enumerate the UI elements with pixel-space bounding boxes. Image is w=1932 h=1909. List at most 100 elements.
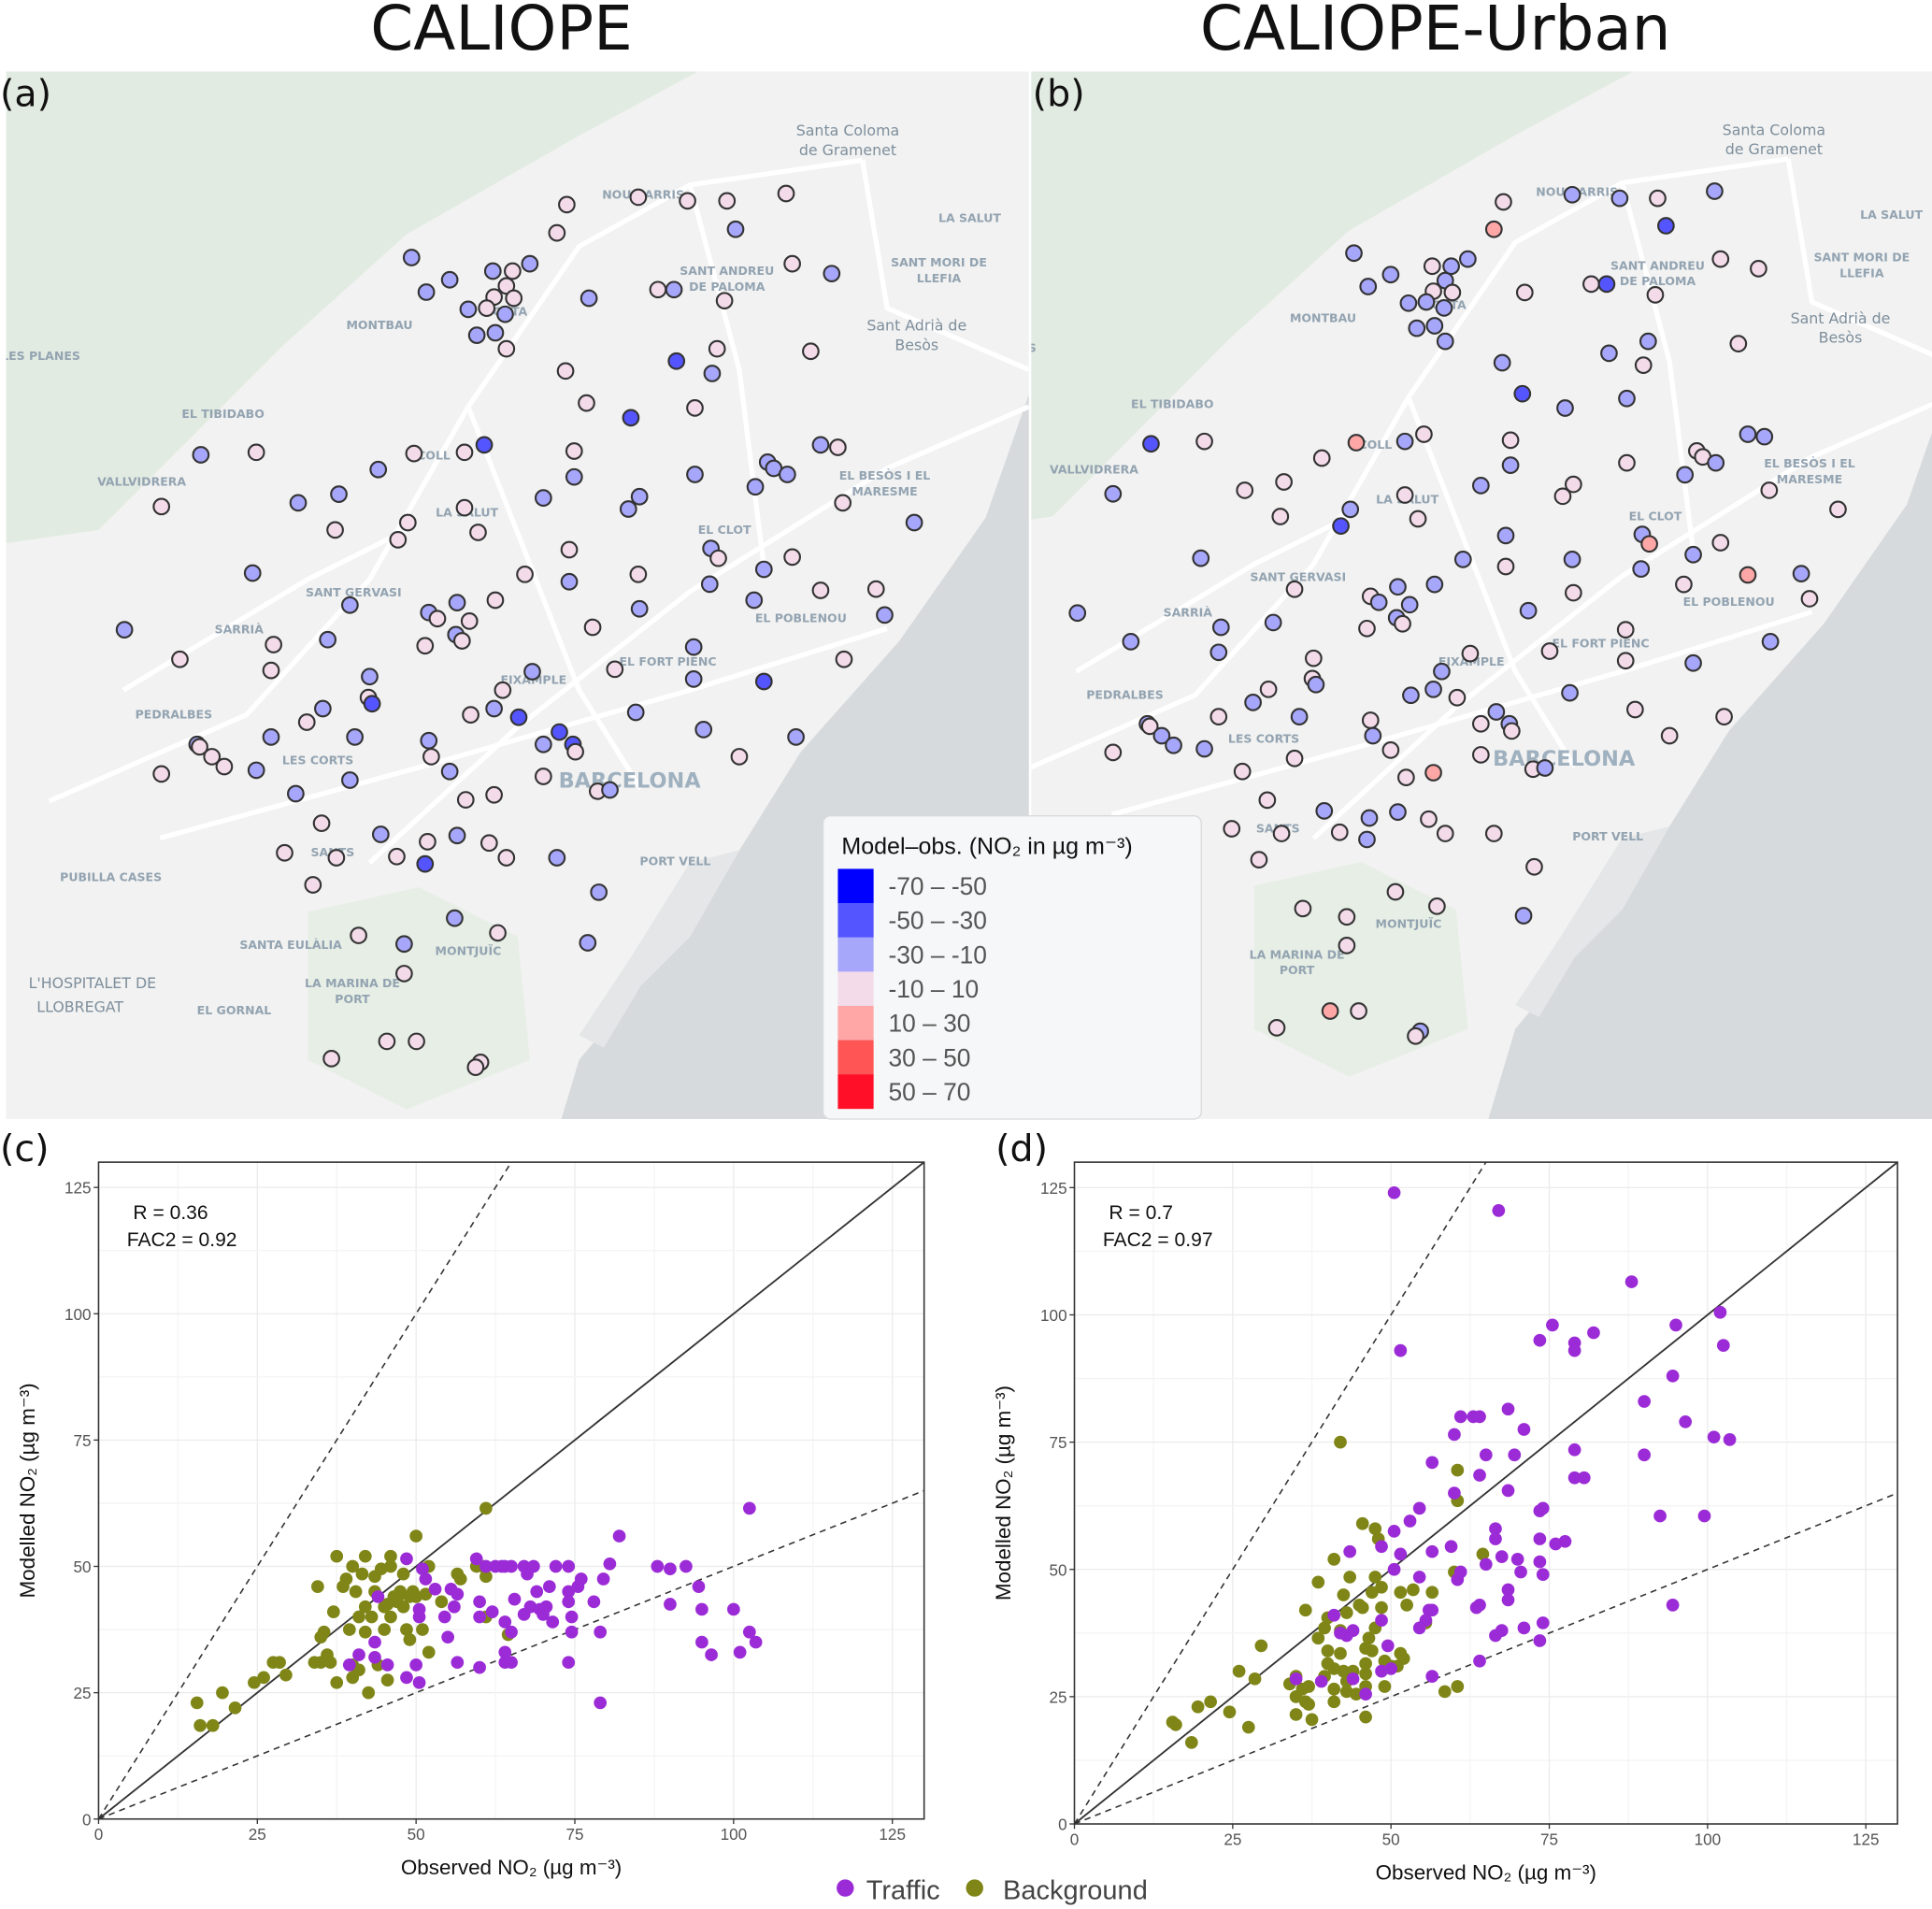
station-marker[interactable] [1358, 619, 1376, 638]
station-marker[interactable] [1338, 937, 1356, 954]
station-marker[interactable] [1493, 353, 1511, 372]
station-marker[interactable] [247, 443, 265, 462]
station-marker[interactable] [466, 1058, 485, 1076]
station-marker[interactable] [402, 249, 421, 266]
station-marker[interactable] [730, 748, 749, 766]
station-marker[interactable] [1209, 708, 1228, 725]
station-marker[interactable] [1565, 475, 1582, 494]
station-marker[interactable] [1459, 250, 1477, 268]
station-marker[interactable] [1501, 431, 1520, 450]
station-marker[interactable] [1400, 596, 1419, 614]
station-marker[interactable] [1540, 642, 1559, 660]
station-marker[interactable] [1407, 1026, 1424, 1045]
station-marker[interactable] [700, 575, 719, 594]
station-marker[interactable] [1341, 500, 1360, 519]
station-marker[interactable] [802, 342, 820, 361]
station-marker[interactable] [1358, 830, 1376, 849]
station-marker[interactable] [1285, 580, 1304, 598]
station-marker[interactable] [551, 723, 568, 741]
station-marker[interactable] [1420, 810, 1438, 828]
station-marker[interactable] [1461, 644, 1480, 663]
station-marker[interactable] [297, 713, 316, 731]
station-marker[interactable] [1597, 275, 1616, 294]
station-marker[interactable] [811, 436, 830, 454]
station-marker[interactable] [1272, 825, 1291, 842]
station-marker[interactable] [783, 254, 801, 273]
station-marker[interactable] [876, 606, 894, 624]
station-marker[interactable] [1347, 434, 1366, 452]
station-marker[interactable] [667, 352, 686, 370]
station-marker[interactable] [1660, 726, 1679, 745]
station-marker[interactable] [534, 489, 552, 507]
station-marker[interactable] [1502, 722, 1521, 740]
station-marker[interactable] [1258, 791, 1277, 810]
station-marker[interactable] [341, 596, 359, 614]
station-marker[interactable] [1350, 1002, 1367, 1020]
station-marker[interactable] [811, 581, 830, 599]
station-marker[interactable] [1307, 675, 1325, 694]
station-marker[interactable] [1513, 384, 1532, 403]
station-marker[interactable] [1565, 583, 1582, 602]
station-marker[interactable] [389, 531, 408, 549]
station-marker[interactable] [1707, 453, 1725, 472]
station-marker[interactable] [556, 362, 575, 380]
station-marker[interactable] [428, 610, 447, 628]
station-marker[interactable] [417, 283, 436, 301]
station-marker[interactable] [1616, 652, 1635, 670]
station-marker[interactable] [422, 748, 440, 766]
station-marker[interactable] [708, 339, 726, 358]
station-marker[interactable] [247, 761, 265, 780]
station-marker[interactable] [1424, 764, 1442, 782]
station-marker[interactable] [361, 667, 379, 686]
station-marker[interactable] [686, 466, 704, 483]
station-marker[interactable] [1495, 193, 1512, 211]
station-marker[interactable] [1250, 851, 1268, 868]
station-marker[interactable] [1195, 739, 1213, 758]
station-marker[interactable] [1423, 257, 1441, 276]
station-marker[interactable] [152, 497, 171, 516]
station-marker[interactable] [560, 540, 579, 559]
station-marker[interactable] [1330, 823, 1349, 841]
station-marker[interactable] [363, 695, 381, 713]
station-marker[interactable] [460, 612, 479, 630]
station-marker[interactable] [1223, 820, 1241, 838]
station-marker[interactable] [1397, 768, 1415, 787]
station-marker[interactable] [1634, 356, 1653, 374]
station-marker[interactable] [1104, 743, 1123, 762]
station-marker[interactable] [1525, 857, 1543, 876]
station-marker[interactable] [398, 513, 417, 532]
station-marker[interactable] [1553, 487, 1572, 506]
station-marker[interactable] [494, 681, 512, 699]
station-marker[interactable] [1563, 551, 1581, 568]
station-marker[interactable] [509, 708, 528, 726]
station-marker[interactable] [649, 280, 667, 299]
station-marker[interactable] [505, 289, 523, 308]
station-marker[interactable] [243, 564, 262, 582]
station-marker[interactable] [1519, 601, 1538, 620]
station-marker[interactable] [686, 399, 704, 417]
station-marker[interactable] [369, 460, 388, 479]
station-marker[interactable] [619, 500, 637, 518]
station-marker[interactable] [1312, 449, 1331, 467]
station-marker[interactable] [319, 630, 337, 649]
station-marker[interactable] [322, 1050, 340, 1068]
station-marker[interactable] [1616, 621, 1635, 639]
station-marker[interactable] [1389, 803, 1407, 821]
station-marker[interactable] [1140, 717, 1159, 736]
station-marker[interactable] [1264, 613, 1282, 632]
station-marker[interactable] [829, 438, 847, 456]
station-marker[interactable] [327, 849, 346, 867]
station-marker[interactable] [1425, 317, 1444, 335]
station-marker[interactable] [489, 924, 507, 942]
station-marker[interactable] [152, 765, 171, 783]
station-marker[interactable] [192, 446, 210, 464]
station-marker[interactable] [783, 548, 801, 567]
station-marker[interactable] [1386, 883, 1405, 901]
station-marker[interactable] [1165, 736, 1182, 754]
station-marker[interactable] [866, 580, 885, 598]
station-marker[interactable] [1484, 825, 1503, 842]
station-marker[interactable] [265, 636, 283, 653]
station-marker[interactable] [1715, 708, 1733, 725]
station-marker[interactable] [703, 365, 722, 382]
station-marker[interactable] [378, 1032, 396, 1051]
